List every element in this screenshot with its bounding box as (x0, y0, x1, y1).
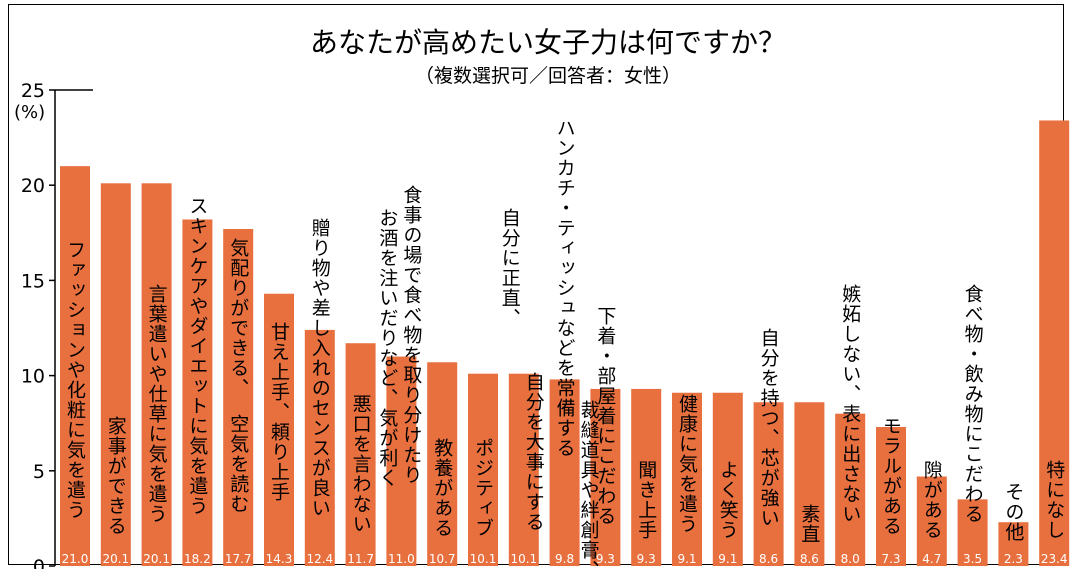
bar (631, 388, 662, 566)
y-tick-label: 15 (21, 270, 45, 292)
bar-value-label: 14.3 (266, 552, 293, 566)
category-label: 嫉妬しない、表に出さない (839, 284, 862, 524)
bar-value-label: 9.3 (596, 552, 615, 566)
bar (304, 329, 335, 566)
bar (508, 373, 539, 566)
category-label: 隙がある (920, 460, 943, 540)
y-tick-label: 20 (21, 175, 45, 197)
category-label: 健康に気を遣う (676, 394, 698, 534)
bar-value-label: 9.3 (637, 552, 656, 566)
bar (876, 427, 906, 566)
category-label: ハンカチ・ティッシュなどを常備する (553, 118, 576, 458)
y-tick-label: 5 (33, 461, 45, 483)
category-label: 素直 (798, 504, 821, 544)
bar-value-label: 21.0 (62, 552, 89, 566)
bar-value-label: 2.3 (1004, 552, 1023, 566)
chart-title: あなたが高めたい女子力は何ですか？ (310, 26, 786, 59)
bar-value-label: 4.7 (922, 552, 941, 566)
bar (100, 183, 131, 566)
category-label: スキンケアやダイエットに気を遣う (186, 196, 209, 516)
bar (60, 166, 90, 566)
bar (345, 343, 376, 566)
bar (590, 388, 621, 566)
bar-value-label: 23.4 (1041, 552, 1068, 566)
bar-value-label: 10.1 (510, 552, 537, 566)
bar (427, 362, 458, 566)
bar-value-label: 9.8 (555, 552, 574, 566)
category-label: 空気を読む (227, 414, 250, 514)
category-label: 聞き上手 (635, 460, 658, 540)
category-label: 贈り物や差し入れのセンスが良い (308, 218, 331, 518)
bar-value-label: 17.7 (225, 552, 252, 566)
category-label: 下着・部屋着にこだわる (594, 306, 617, 526)
category-label: ポジティブ (472, 438, 494, 538)
bar (998, 522, 1029, 566)
category-label: 食事の場で食べ物を取り分けたり (400, 185, 423, 485)
category-label: 自分を持つ、芯が強い (757, 328, 780, 528)
bar (753, 402, 784, 566)
bar (672, 392, 702, 566)
bar-value-label: 9.1 (718, 552, 737, 566)
bar (223, 228, 254, 566)
bar-value-label: 7.3 (881, 552, 900, 566)
category-label: 自分を大事にする (522, 372, 545, 532)
bar-value-label: 8.6 (800, 552, 819, 566)
bar-value-label: 8.6 (759, 552, 778, 566)
bar (182, 219, 213, 567)
bar (549, 379, 580, 566)
bar-value-label: 8.0 (841, 552, 860, 566)
bar (1039, 120, 1070, 567)
chart-subtitle: （複数選択可／回答者：女性） (415, 65, 681, 87)
bar (712, 392, 743, 566)
bar-value-label: 10.1 (470, 552, 497, 566)
y-axis-unit: (%) (14, 102, 45, 123)
y-tick-label: 25 (21, 80, 45, 102)
category-label: 言葉遣いや仕草に気を遣う (145, 284, 168, 524)
bar (916, 476, 947, 566)
category-label: お酒を注いだりなど、気が利く (376, 208, 399, 488)
bar (468, 373, 498, 566)
category-label: よく笑う (716, 460, 739, 540)
bar-value-label: 3.5 (963, 552, 982, 566)
bar-value-label: 20.1 (102, 552, 129, 566)
y-tick-label: 10 (21, 366, 45, 388)
y-tick-label: 0 (33, 556, 45, 569)
category-label: ファッションや化粧に気を遣う (64, 240, 86, 520)
bar (794, 402, 825, 566)
bar-value-label: 11.7 (347, 552, 374, 566)
category-label: 甘え上手、頼り上手 (268, 322, 290, 502)
bar (141, 183, 172, 566)
category-label: 教養がある (431, 438, 454, 538)
bar-value-label: 10.7 (429, 552, 456, 566)
category-label: 悪口を言わない (349, 394, 372, 534)
category-label: 家事ができる (104, 416, 127, 536)
category-label: その他 (1002, 482, 1025, 542)
bar (386, 356, 417, 566)
category-label: 気配りができる、 (227, 238, 250, 398)
bar-value-label: 18.2 (184, 552, 211, 566)
bar-value-label: 12.4 (306, 552, 333, 566)
category-label: モラルがある (880, 416, 902, 536)
bar-value-label: 9.1 (677, 552, 696, 566)
category-label: 食べ物・飲み物にこだわる (961, 284, 984, 524)
category-label: 自分に正直、 (498, 208, 521, 328)
bar (264, 293, 294, 566)
bar (957, 499, 988, 566)
category-label: 特になし (1043, 460, 1066, 540)
category-label: 裁縫道具や絆創膏、 (577, 400, 600, 580)
bar-value-label: 11.0 (388, 552, 415, 566)
bar (835, 413, 866, 566)
bar-value-label: 20.1 (143, 552, 170, 566)
